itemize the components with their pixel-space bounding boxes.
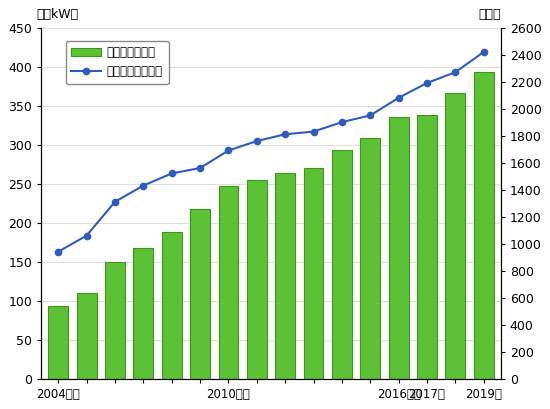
- Text: （基）: （基）: [478, 8, 500, 20]
- Bar: [332, 150, 352, 379]
- Bar: [389, 117, 409, 379]
- Bar: [190, 209, 210, 379]
- Bar: [247, 180, 267, 379]
- Bar: [360, 138, 380, 379]
- Bar: [76, 293, 97, 379]
- Bar: [162, 232, 182, 379]
- Bar: [134, 247, 153, 379]
- Text: （万kW）: （万kW）: [37, 8, 79, 20]
- Bar: [474, 72, 494, 379]
- Bar: [105, 262, 125, 379]
- Legend: 導入量（左軸）, 導入基数（右軸）: 導入量（左軸）, 導入基数（右軸）: [65, 40, 169, 84]
- Bar: [417, 115, 437, 379]
- Bar: [218, 186, 238, 379]
- Bar: [275, 173, 295, 379]
- Bar: [304, 168, 323, 379]
- Bar: [48, 306, 68, 379]
- Bar: [446, 93, 465, 379]
